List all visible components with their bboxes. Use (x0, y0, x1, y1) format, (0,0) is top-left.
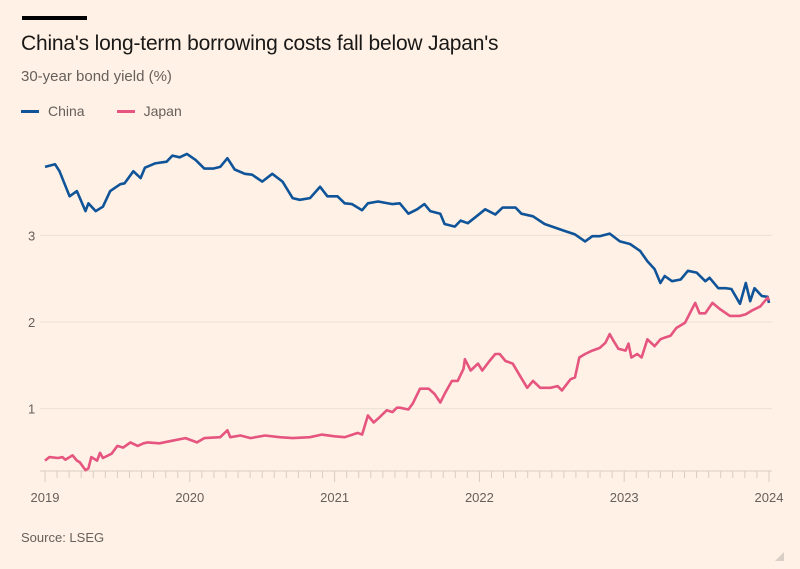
x-tick-label: 2021 (320, 490, 349, 505)
legend-swatch-japan (116, 109, 135, 113)
legend-label-china: China (48, 103, 85, 119)
legend-swatch-china (21, 109, 39, 113)
y-tick-label: 2 (28, 315, 35, 330)
series-line-japan (44, 296, 771, 472)
source-note: Source: LSEG (21, 530, 105, 545)
chart-subtitle: 30-year bond yield (%) (21, 68, 172, 85)
brand-rule (22, 16, 87, 20)
legend-item-china: China (21, 103, 85, 119)
x-tick-label: 2019 (31, 490, 60, 505)
series-line-china (44, 152, 771, 306)
y-tick-label: 1 (28, 402, 35, 417)
legend-label-japan: Japan (143, 103, 182, 119)
chart-title: China's long-term borrowing costs fall b… (21, 32, 499, 55)
legend: China Japan (21, 103, 182, 119)
resize-handle-icon (775, 552, 784, 561)
y-tick-label: 3 (28, 228, 35, 243)
x-tick-label: 2023 (610, 490, 639, 505)
x-tick-label: 2020 (175, 490, 204, 505)
legend-item-japan: Japan (116, 103, 182, 119)
x-tick-label: 2022 (465, 490, 494, 505)
x-tick-label: 2024 (755, 490, 784, 505)
